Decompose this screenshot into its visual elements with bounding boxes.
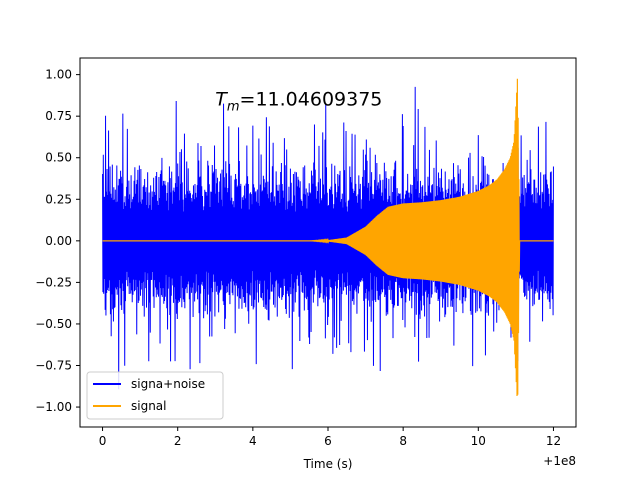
x-axis-offset-label: +1e8 xyxy=(543,454,576,468)
series-line-signal xyxy=(102,78,554,396)
legend: signa+noise signal xyxy=(86,371,224,420)
x-tick-label: 0 xyxy=(99,434,107,448)
x-axis: 0 2 4 6 8 10 12 xyxy=(99,427,561,448)
x-tick-label: 2 xyxy=(174,434,182,448)
x-tick-label: 10 xyxy=(471,434,486,448)
y-tick-label: 0.00 xyxy=(45,234,72,248)
x-axis-label: Time (s) xyxy=(303,457,353,471)
y-tick-label: −0.75 xyxy=(35,359,72,373)
y-tick-label: 1.00 xyxy=(45,68,72,82)
x-tick-label: 12 xyxy=(546,434,561,448)
plot-area xyxy=(102,78,554,396)
y-axis: −1.00 −0.75 −0.50 −0.25 0.00 0.25 0.50 0.75 1.00 xyxy=(35,68,80,414)
legend-label-signa-noise: signa+noise xyxy=(131,377,205,391)
y-tick-label: −0.25 xyxy=(35,275,72,289)
x-tick-label: 6 xyxy=(324,434,332,448)
series-line-signa-noise xyxy=(102,86,554,390)
x-tick-label: 8 xyxy=(399,434,407,448)
legend-label-signal: signal xyxy=(131,399,167,413)
y-tick-label: −0.50 xyxy=(35,317,72,331)
y-tick-label: 0.25 xyxy=(45,192,72,206)
y-tick-label: −1.00 xyxy=(35,400,72,414)
x-tick-label: 4 xyxy=(249,434,257,448)
y-tick-label: 0.50 xyxy=(45,151,72,165)
chart-annotation: Tm=11.04609375 xyxy=(215,88,382,114)
y-tick-label: 0.75 xyxy=(45,109,72,123)
